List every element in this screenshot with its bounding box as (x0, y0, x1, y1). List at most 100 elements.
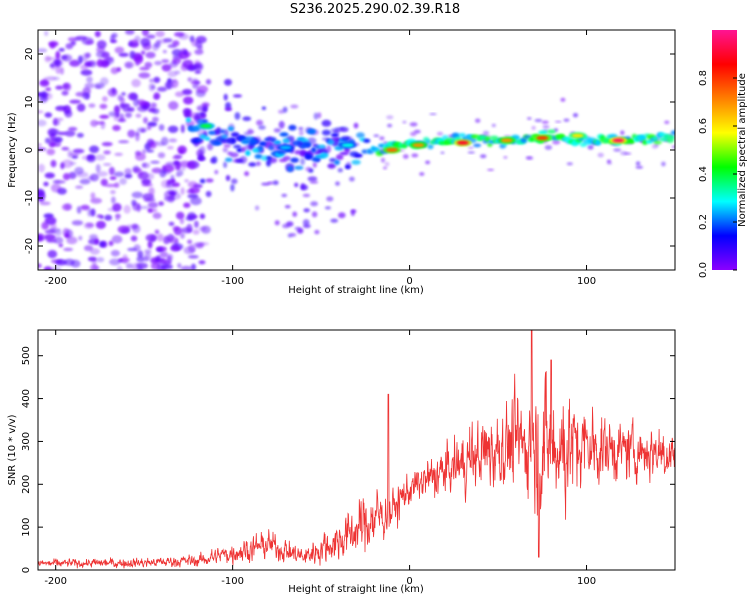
snr-ytick-label: 100 (21, 518, 32, 537)
spectrogram-cell (89, 248, 100, 255)
spectrogram-cell (146, 125, 152, 131)
spectrogram-cell (298, 129, 304, 136)
spectrogram-cell (183, 96, 194, 105)
spectrogram-cell (150, 160, 160, 164)
spectrogram-cell (138, 205, 150, 210)
spectrogram-cell (44, 137, 51, 144)
spectrogram-cell (194, 70, 202, 74)
spectrogram-cell (62, 83, 70, 90)
snr-xtick-label: -200 (44, 576, 67, 587)
spectrogram-cell (230, 138, 236, 144)
spectrogram-cell (55, 65, 61, 74)
spectrogram-cell (62, 159, 73, 168)
spectrogram-cell (230, 184, 235, 192)
spectrogram-cell (114, 46, 125, 54)
spectrogram-cell (64, 130, 76, 137)
spectrogram-cell (79, 178, 91, 185)
colorbar-tick-label: 0.4 (698, 166, 709, 182)
spectrogram-cell (182, 59, 194, 69)
spectrogram-cell (157, 152, 166, 159)
spectrogram-cell (327, 139, 335, 145)
spectrogram-cell (178, 160, 191, 168)
spectrogram-cell (327, 163, 336, 169)
spectrogram-cell (198, 260, 206, 265)
spectrogram-cell (96, 171, 109, 177)
spectrogram-cell (170, 245, 181, 252)
spectrogram-cell (335, 181, 340, 186)
colorbar-gradient (712, 30, 737, 270)
spectrogram-hotspot (279, 145, 292, 150)
spectrogram-cell (65, 43, 74, 50)
spectrogram-cell (254, 154, 263, 159)
spectrogram-cell (286, 221, 294, 227)
spectrogram-cell (300, 184, 309, 191)
snr-ytick-label: 500 (21, 346, 32, 365)
spectrogram-cell (138, 72, 151, 79)
spectrogram-cell (141, 162, 151, 169)
spectrogram-cell (312, 162, 317, 168)
spectrogram-cell (125, 263, 133, 269)
spectrogram-cell (145, 234, 158, 242)
spectrogram-cell (669, 135, 675, 140)
spectrogram-cell (135, 113, 142, 118)
spectrogram-cell (267, 181, 274, 185)
spectrogram-cell (324, 206, 331, 210)
spectrogram-cell (58, 243, 63, 248)
spectrogram-cell (247, 130, 255, 134)
spectrogram-cell (340, 136, 351, 141)
spectrogram-cell (204, 136, 211, 141)
spectrogram-cell (95, 220, 106, 229)
spectrogram-cell (290, 157, 299, 163)
spectrogram-cell (149, 78, 155, 83)
spectrogram-cell (144, 61, 153, 69)
spectrogram-cell (165, 161, 176, 167)
spectrogram-cell (427, 144, 434, 150)
spectrogram-cell (118, 140, 130, 144)
spectrogram-cell (144, 249, 152, 254)
spectrogram-cell (243, 131, 250, 136)
spectrogram-cell (305, 154, 314, 160)
spectrogram-xtick-label: -100 (221, 276, 244, 287)
spectrogram-hotspot (500, 138, 513, 143)
spectrogram-cell (266, 156, 272, 160)
colorbar-tick-label: 0.8 (698, 70, 709, 86)
spectrogram-cell (353, 122, 359, 129)
spectrogram-cell (402, 154, 409, 159)
spectrogram-cell (410, 131, 417, 137)
spectrogram-cell (349, 176, 355, 182)
spectrogram-cell (63, 258, 75, 266)
spectrogram-cell (297, 227, 304, 234)
spectrogram-cell (278, 109, 285, 114)
spectrogram-cell (136, 255, 145, 263)
spectrogram-cell (142, 149, 147, 155)
spectrogram-cell (279, 132, 289, 137)
spectrogram-cell (307, 128, 317, 135)
spectrogram-cell (140, 50, 146, 55)
spectrogram-cell (292, 140, 302, 147)
spectrogram-cell (294, 165, 304, 170)
spectrogram-cell (266, 159, 271, 167)
spectrogram-cell (84, 82, 95, 89)
spectrogram-cell (671, 145, 675, 149)
spectrogram-cell (319, 144, 326, 149)
spectrogram-cell (188, 244, 196, 253)
spectrogram-cell (282, 138, 290, 144)
spectrogram-cell (361, 149, 368, 154)
spectrogram-cell (137, 250, 144, 258)
spectrogram-cell (288, 124, 297, 131)
spectrogram-cell (273, 128, 281, 133)
spectrogram-cell (113, 112, 118, 122)
spectrogram-cell (89, 234, 98, 240)
spectrogram-xtick-label: 100 (577, 276, 596, 287)
spectrogram-cell (292, 211, 298, 217)
spectrogram-cell (64, 233, 70, 238)
spectrogram-xlabel: Height of straight line (km) (288, 285, 424, 296)
spectrogram-cell (219, 129, 226, 134)
spectrogram-cell (55, 50, 61, 60)
spectrogram-cell (148, 107, 156, 113)
spectrogram-cell (572, 113, 579, 118)
spectrogram-cell (53, 236, 64, 244)
spectrogram-cell (138, 172, 144, 177)
spectrogram-cell (143, 197, 156, 203)
spectrogram-cell (227, 126, 234, 131)
